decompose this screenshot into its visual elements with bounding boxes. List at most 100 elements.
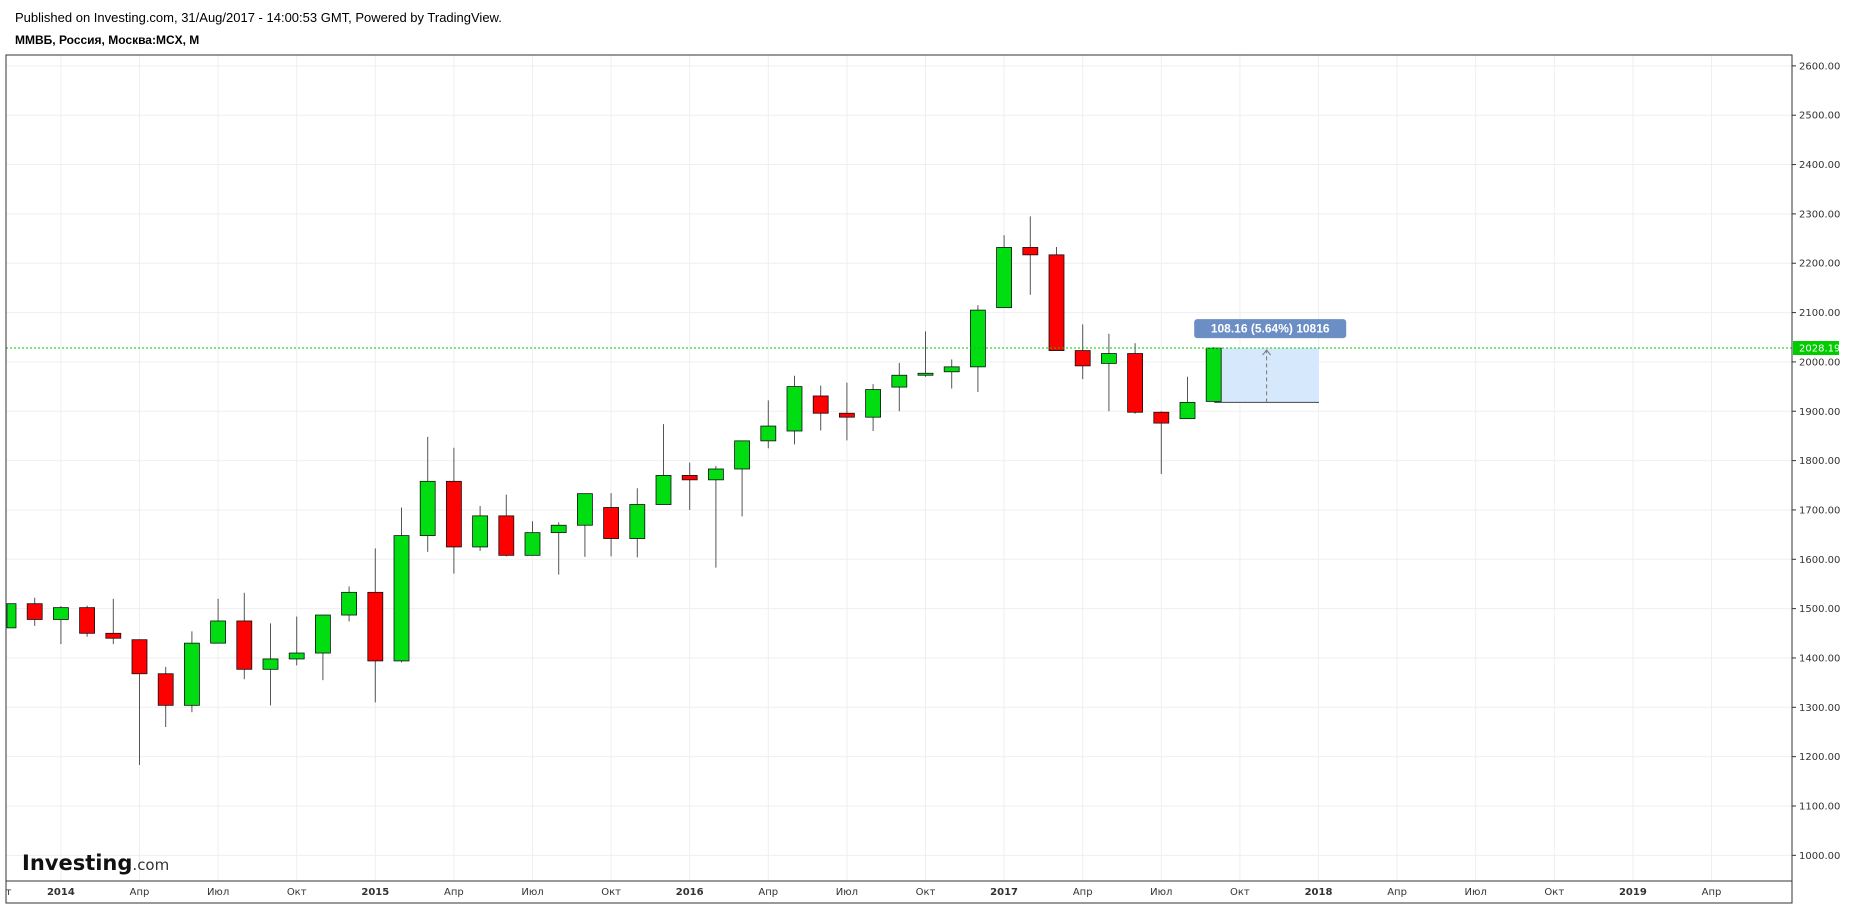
time-tick-label: Апр	[1073, 887, 1093, 898]
time-tick-label: Окт	[1544, 887, 1564, 898]
candle	[629, 488, 646, 558]
price-axis[interactable]: 2600.00 2500.00 2400.00 2300.00 2200.00 2100.…	[1792, 61, 1840, 862]
time-tick-label: Окт	[1230, 887, 1250, 898]
candle-body-up	[314, 614, 331, 654]
candles	[6, 216, 1222, 766]
candle	[1022, 216, 1039, 295]
candle-body-up	[1179, 401, 1196, 420]
candle-body-up	[970, 309, 986, 368]
candle	[943, 359, 960, 389]
candle-body-down	[105, 632, 122, 639]
overlay: 2028.19 108.16 (5.64%) 10816	[6, 319, 1840, 356]
candle-body-up	[288, 652, 305, 660]
grid	[6, 55, 1792, 881]
candle	[288, 616, 305, 666]
candle-body-down	[157, 673, 174, 706]
time-tick-label: 2016	[676, 887, 704, 898]
price-tick-label: 2300.00	[1799, 209, 1840, 220]
candle	[577, 493, 593, 557]
candle	[1074, 324, 1091, 380]
candle	[1153, 411, 1170, 474]
time-tick-label: Июл	[1465, 887, 1487, 898]
time-axis[interactable]: т 2014 Апр Июл Окт 2015 Апр Июл Окт 2016 Апр Июл Окт…	[6, 887, 1722, 898]
candle	[472, 505, 489, 551]
candle	[865, 384, 881, 431]
price-tick-label: 2100.00	[1799, 308, 1840, 319]
candle	[26, 597, 43, 626]
candle	[970, 305, 986, 393]
price-tick-label: 2000.00	[1799, 357, 1840, 368]
price-tick-label: 1900.00	[1799, 407, 1840, 418]
candle	[131, 639, 148, 766]
logo-brand: Investing.com	[22, 851, 169, 875]
candle-body-down	[812, 395, 829, 414]
candle	[1101, 333, 1117, 412]
time-tick-label: 2014	[47, 887, 75, 898]
published-caption: Published on Investing.com, 31/Aug/2017 …	[15, 10, 502, 25]
candle-body-down	[131, 639, 148, 675]
candle	[6, 603, 17, 629]
candle	[524, 521, 541, 556]
candle-body-up	[577, 493, 593, 526]
price-tick-label: 2600.00	[1799, 61, 1840, 72]
candle-body-up	[53, 607, 69, 620]
candle-body-down	[1153, 411, 1170, 424]
candle-body-down	[1074, 350, 1091, 367]
candle-body-down	[1127, 353, 1143, 413]
candle	[79, 605, 95, 637]
time-tick-label: Апр	[758, 887, 778, 898]
candle-body-up	[183, 642, 200, 706]
price-tick-label: 2500.00	[1799, 111, 1840, 122]
candle	[1205, 347, 1222, 402]
candle-body-up	[6, 603, 17, 629]
price-tick-label: 1200.00	[1799, 752, 1840, 763]
time-tick-label: Июл	[521, 887, 543, 898]
candle-body-up	[996, 247, 1012, 309]
candle-body-down	[26, 603, 43, 620]
candle-body-up	[341, 591, 358, 616]
last-price-label: 2028.19	[1799, 344, 1840, 355]
candle-body-up	[419, 480, 436, 536]
time-tick-label: Окт	[601, 887, 621, 898]
price-tick-label: 1800.00	[1799, 456, 1840, 467]
candle-body-up	[629, 504, 646, 539]
measure-label-bg	[1194, 319, 1347, 339]
candle	[262, 623, 279, 706]
time-tick-label: 2018	[1305, 887, 1333, 898]
candle	[839, 382, 855, 441]
candle	[891, 362, 908, 412]
time-tick-label: Окт	[916, 887, 936, 898]
candle-body-up	[943, 366, 960, 373]
candle	[53, 606, 69, 645]
candle-body-down	[236, 620, 253, 670]
time-tick-label: Июл	[1150, 887, 1172, 898]
last-price-marker	[1793, 341, 1839, 356]
candle	[314, 614, 331, 681]
candle	[210, 598, 227, 644]
price-tick-label: 1300.00	[1799, 703, 1840, 714]
candle	[183, 631, 200, 713]
candle-body-down	[367, 591, 384, 662]
time-tick-label: 2015	[361, 887, 389, 898]
candle	[393, 507, 410, 663]
candle	[550, 522, 567, 575]
candle	[812, 385, 829, 431]
candle-body-up	[891, 374, 908, 388]
candle-body-down	[1048, 254, 1065, 351]
candle-body-up	[917, 372, 934, 376]
measure-arrow-head	[1262, 349, 1271, 356]
candle	[708, 466, 724, 568]
price-tick-label: 1700.00	[1799, 505, 1840, 516]
candle-body-up	[393, 535, 410, 662]
candle	[105, 598, 122, 645]
candle	[367, 548, 384, 703]
candle-body-up	[1205, 347, 1222, 402]
candle-body-up	[760, 425, 777, 442]
candle-body-down	[839, 412, 855, 418]
candle-body-up	[472, 515, 489, 548]
time-tick-label: т	[6, 887, 12, 898]
candle	[236, 592, 253, 680]
candle	[1179, 376, 1196, 420]
candle	[681, 462, 698, 510]
